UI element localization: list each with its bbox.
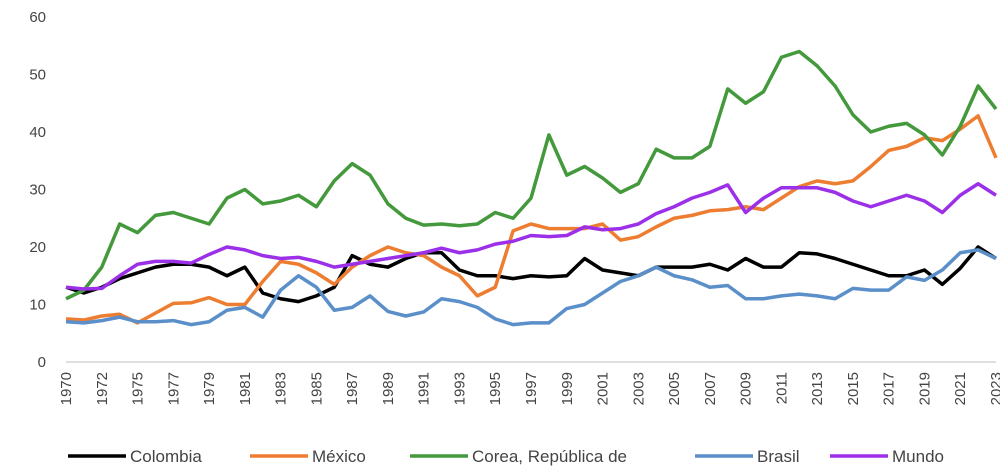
series-line <box>65 182 997 291</box>
series-line <box>65 49 998 301</box>
x-tick-label: 1977 <box>165 372 182 405</box>
x-tick-label: 1999 <box>559 372 576 405</box>
x-tick-label: 1987 <box>344 372 361 405</box>
x-tick-label: 2003 <box>630 372 647 405</box>
y-tick-label: 30 <box>29 182 46 199</box>
x-tick-label: 2019 <box>916 372 933 405</box>
x-tick-label: 1995 <box>487 372 504 405</box>
y-tick-label: 60 <box>29 9 46 26</box>
x-tick-label: 2007 <box>702 372 719 405</box>
legend-label: Mundo <box>892 447 944 466</box>
x-tick-label: 2017 <box>881 372 898 405</box>
x-tick-label: 2005 <box>666 372 683 405</box>
x-tick-label: 2023 <box>988 372 1000 405</box>
x-tick-label: 1993 <box>451 372 468 405</box>
x-tick-label: 2021 <box>952 372 969 405</box>
y-tick-label: 20 <box>29 239 46 256</box>
x-tick-label: 1972 <box>94 372 111 405</box>
x-tick-label: 1985 <box>308 372 325 405</box>
x-tick-label: 2001 <box>595 372 612 405</box>
series-line <box>65 245 997 304</box>
x-tick-label: 1989 <box>380 372 397 405</box>
x-tick-label: 1983 <box>273 372 290 405</box>
x-tick-label: 1981 <box>237 372 254 405</box>
y-tick-label: 10 <box>29 297 46 314</box>
legend-label: Colombia <box>130 447 202 466</box>
y-tick-label: 50 <box>29 67 46 84</box>
x-tick-label: 1970 <box>58 372 75 405</box>
x-tick-label: 2009 <box>738 372 755 405</box>
series-line <box>65 114 998 325</box>
series-line <box>65 248 997 327</box>
legend-label: Brasil <box>757 447 800 466</box>
x-tick-label: 1975 <box>130 372 147 405</box>
x-tick-label: 1979 <box>201 372 218 405</box>
y-tick-label: 40 <box>29 124 46 141</box>
x-tick-label: 1991 <box>416 372 433 405</box>
legend-label: Corea, República de <box>472 447 627 466</box>
legend-label: México <box>312 447 366 466</box>
y-tick-label: 0 <box>38 354 46 371</box>
x-tick-label: 1997 <box>523 372 540 405</box>
x-tick-label: 2011 <box>773 372 790 404</box>
x-tick-label: 2015 <box>845 372 862 405</box>
x-tick-label: 2013 <box>809 372 826 405</box>
